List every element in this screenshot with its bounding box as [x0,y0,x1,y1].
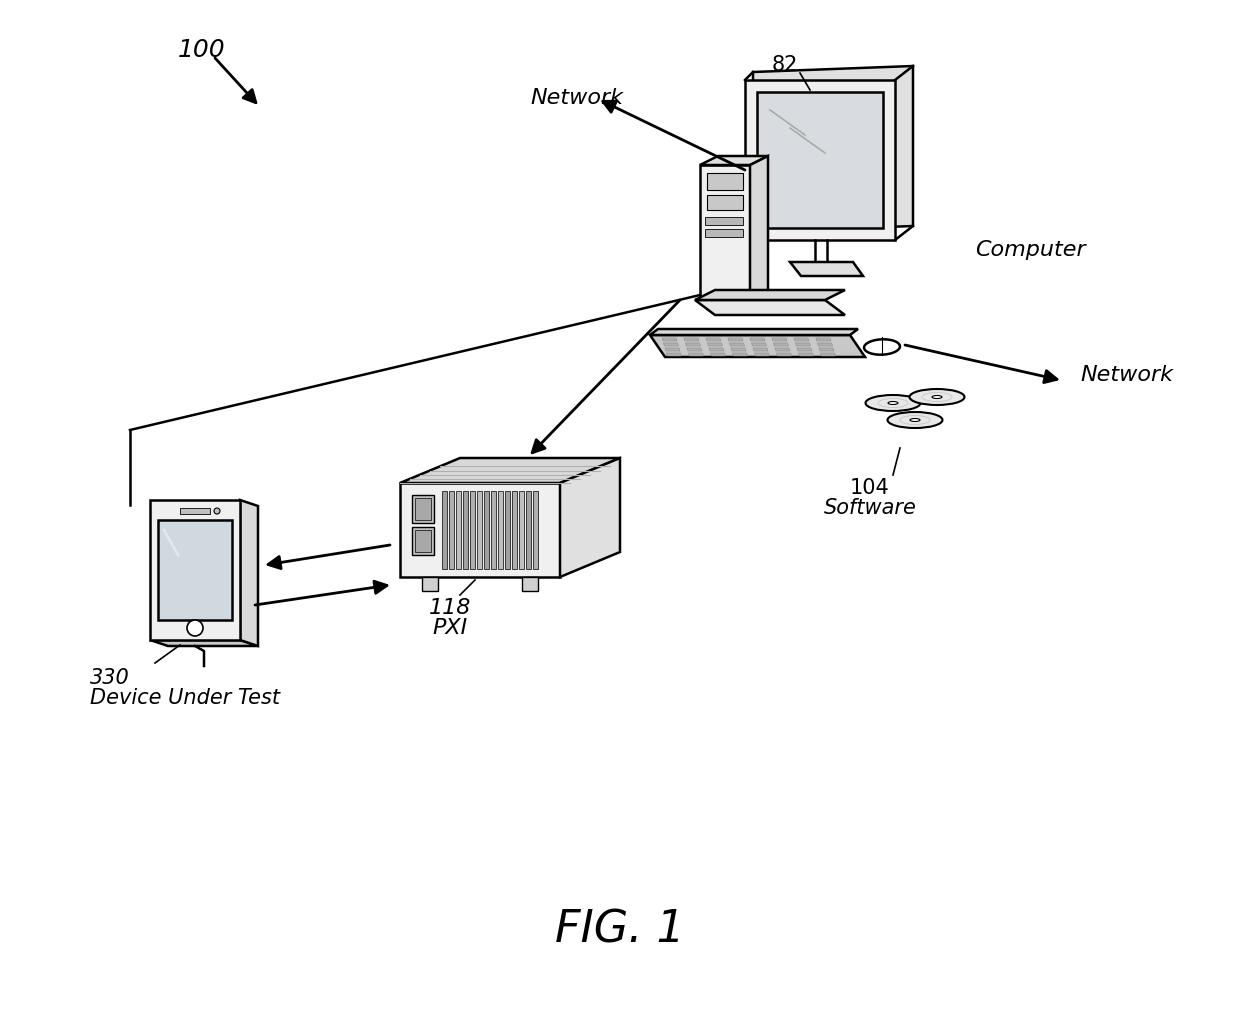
Polygon shape [686,343,701,346]
Polygon shape [665,348,680,351]
Polygon shape [667,353,682,356]
Polygon shape [816,338,831,341]
Polygon shape [520,491,525,569]
Polygon shape [756,92,883,228]
Polygon shape [180,508,210,514]
Polygon shape [711,353,725,356]
Text: 82: 82 [773,55,799,75]
Polygon shape [817,343,832,346]
Ellipse shape [909,388,965,405]
Polygon shape [415,498,432,520]
Polygon shape [687,348,702,351]
Text: FIG. 1: FIG. 1 [556,909,684,951]
Polygon shape [694,290,844,300]
Polygon shape [707,195,743,210]
Polygon shape [241,500,258,646]
Polygon shape [684,338,699,341]
Polygon shape [706,217,743,225]
Polygon shape [707,173,743,190]
Polygon shape [401,458,620,483]
Polygon shape [412,527,434,555]
Polygon shape [708,343,723,346]
Polygon shape [797,348,812,351]
Polygon shape [412,495,434,523]
Polygon shape [526,491,531,569]
Polygon shape [775,348,790,351]
Ellipse shape [910,419,920,422]
Text: Device Under Test: Device Under Test [91,688,280,708]
Polygon shape [463,491,467,569]
Ellipse shape [932,396,942,399]
Text: 118: 118 [429,598,471,618]
Polygon shape [484,491,489,569]
Polygon shape [732,348,746,351]
Text: Network: Network [1080,365,1173,385]
Polygon shape [150,640,258,646]
Polygon shape [522,577,538,591]
Polygon shape [706,229,743,237]
Polygon shape [650,335,866,357]
Polygon shape [753,348,768,351]
Polygon shape [688,353,703,356]
Polygon shape [401,483,560,577]
Polygon shape [415,530,432,552]
Polygon shape [751,343,766,346]
Polygon shape [776,353,791,356]
Polygon shape [441,491,446,569]
Text: Network: Network [529,88,622,108]
Text: 330: 330 [91,668,130,688]
Polygon shape [650,329,858,335]
Text: PXI: PXI [433,618,467,638]
Circle shape [215,508,219,514]
Ellipse shape [888,412,942,428]
Polygon shape [790,262,863,276]
Polygon shape [470,491,475,569]
Polygon shape [157,520,232,620]
Polygon shape [150,500,241,640]
Polygon shape [796,343,811,346]
Polygon shape [794,338,808,341]
Polygon shape [456,491,461,569]
Polygon shape [477,491,482,569]
Polygon shape [533,491,538,569]
Polygon shape [422,577,438,591]
Ellipse shape [888,402,898,404]
Text: 100: 100 [179,38,226,62]
Polygon shape [449,491,454,569]
Polygon shape [706,338,720,341]
Text: Software: Software [823,498,916,518]
Polygon shape [729,343,744,346]
Polygon shape [505,491,510,569]
Polygon shape [662,338,677,341]
Circle shape [187,620,203,636]
Polygon shape [694,300,844,315]
Text: Computer: Computer [975,240,1086,260]
Polygon shape [709,348,724,351]
Polygon shape [701,156,768,165]
Polygon shape [799,353,813,356]
Polygon shape [864,339,900,354]
Polygon shape [498,491,503,569]
Polygon shape [750,156,768,300]
Polygon shape [491,491,496,569]
Polygon shape [818,348,835,351]
Polygon shape [560,458,620,577]
Polygon shape [750,338,765,341]
Polygon shape [745,80,895,240]
Polygon shape [701,165,750,300]
Text: 104: 104 [851,478,890,498]
Polygon shape [733,353,748,356]
Polygon shape [754,353,770,356]
Polygon shape [753,66,913,232]
Polygon shape [773,338,787,341]
Polygon shape [728,338,743,341]
Polygon shape [512,491,517,569]
Polygon shape [821,353,836,356]
Polygon shape [774,343,789,346]
Polygon shape [663,343,678,346]
Ellipse shape [866,395,920,411]
